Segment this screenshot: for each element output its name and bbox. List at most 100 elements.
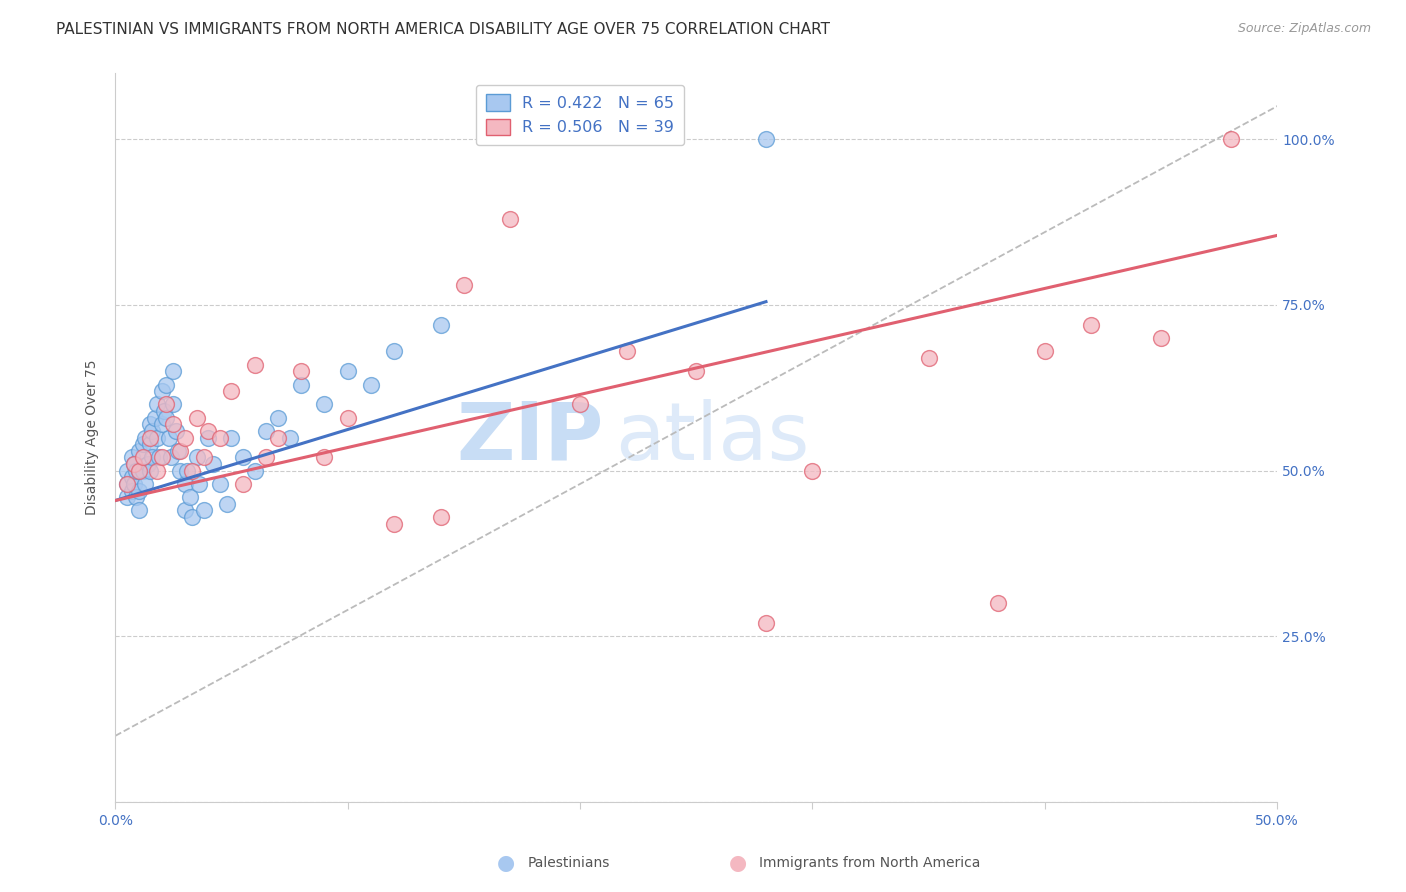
Point <box>1080 318 1102 332</box>
Point <box>187 477 209 491</box>
Point <box>157 431 180 445</box>
Point <box>128 483 150 498</box>
Point <box>685 364 707 378</box>
Point <box>232 450 254 465</box>
Point <box>176 464 198 478</box>
Text: atlas: atlas <box>614 399 810 476</box>
Point <box>132 450 155 465</box>
Point <box>122 457 145 471</box>
Point <box>139 437 162 451</box>
Point <box>314 450 336 465</box>
Point <box>755 132 778 146</box>
Point <box>169 443 191 458</box>
Point <box>314 397 336 411</box>
Point <box>141 424 163 438</box>
Point <box>141 450 163 465</box>
Point <box>193 450 215 465</box>
Point <box>232 477 254 491</box>
Point <box>254 450 277 465</box>
Point <box>174 503 197 517</box>
Point <box>453 278 475 293</box>
Point <box>336 364 359 378</box>
Point <box>128 443 150 458</box>
Point <box>121 450 143 465</box>
Text: Source: ZipAtlas.com: Source: ZipAtlas.com <box>1237 22 1371 36</box>
Point <box>267 410 290 425</box>
Point <box>122 477 145 491</box>
Text: Palestinians: Palestinians <box>527 856 610 871</box>
Point <box>132 464 155 478</box>
Point <box>221 431 243 445</box>
Point <box>186 410 208 425</box>
Point <box>134 477 156 491</box>
Point <box>267 431 290 445</box>
Point <box>215 497 238 511</box>
Point <box>139 431 162 445</box>
Point <box>616 344 638 359</box>
Point <box>153 404 176 418</box>
Point <box>162 417 184 432</box>
Point <box>128 464 150 478</box>
Point <box>243 464 266 478</box>
Text: Immigrants from North America: Immigrants from North America <box>759 856 980 871</box>
Point <box>360 377 382 392</box>
Point <box>121 470 143 484</box>
Point <box>1219 132 1241 146</box>
Point <box>197 431 219 445</box>
Point <box>146 464 169 478</box>
Point <box>150 384 173 399</box>
Point <box>429 318 451 332</box>
Point <box>155 377 177 392</box>
Point <box>801 464 824 478</box>
Point <box>290 377 312 392</box>
Point <box>146 397 169 411</box>
Point <box>186 450 208 465</box>
Legend: R = 0.422   N = 65, R = 0.506   N = 39: R = 0.422 N = 65, R = 0.506 N = 39 <box>477 85 685 145</box>
Point <box>987 596 1010 610</box>
Point <box>181 464 204 478</box>
Point <box>125 464 148 478</box>
Point <box>162 364 184 378</box>
Y-axis label: Disability Age Over 75: Disability Age Over 75 <box>86 359 100 516</box>
Point <box>162 397 184 411</box>
Point <box>134 431 156 445</box>
Point <box>139 464 162 478</box>
Text: ●: ● <box>730 854 747 873</box>
Point <box>918 351 941 365</box>
Point <box>221 384 243 399</box>
Point <box>382 516 405 531</box>
Point <box>128 503 150 517</box>
Point <box>429 510 451 524</box>
Point <box>136 457 159 471</box>
Point <box>254 424 277 438</box>
Point <box>181 510 204 524</box>
Point <box>115 464 138 478</box>
Text: ●: ● <box>498 854 515 873</box>
Point <box>278 431 301 445</box>
Point <box>1033 344 1056 359</box>
Text: PALESTINIAN VS IMMIGRANTS FROM NORTH AMERICA DISABILITY AGE OVER 75 CORRELATION : PALESTINIAN VS IMMIGRANTS FROM NORTH AME… <box>56 22 830 37</box>
Point <box>208 431 231 445</box>
Point <box>125 490 148 504</box>
Point <box>193 503 215 517</box>
Point <box>382 344 405 359</box>
Point <box>155 397 177 411</box>
Point <box>174 431 197 445</box>
Point <box>243 358 266 372</box>
Point <box>150 450 173 465</box>
Point <box>336 410 359 425</box>
Point <box>115 477 138 491</box>
Point <box>150 417 173 432</box>
Point <box>122 457 145 471</box>
Point <box>148 450 170 465</box>
Point <box>115 490 138 504</box>
Point <box>160 450 183 465</box>
Point <box>143 410 166 425</box>
Point <box>146 431 169 445</box>
Point <box>499 211 522 226</box>
Point <box>290 364 312 378</box>
Point <box>128 464 150 478</box>
Point <box>169 464 191 478</box>
Point <box>208 477 231 491</box>
Point <box>139 417 162 432</box>
